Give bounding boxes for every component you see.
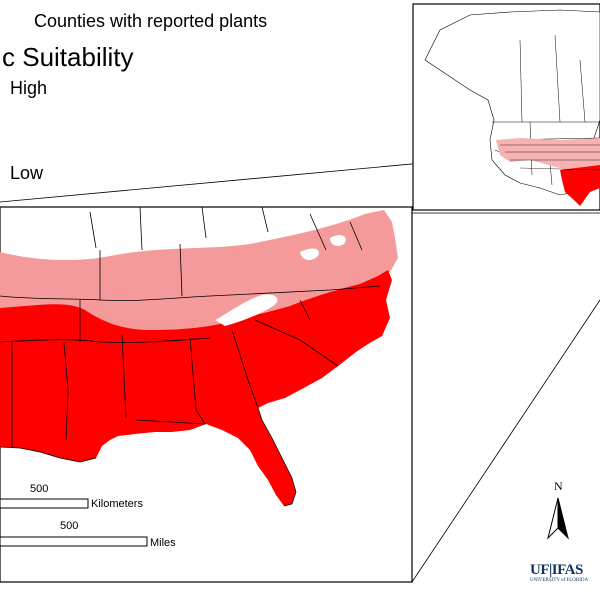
state-boundaries bbox=[0, 206, 381, 448]
coastline bbox=[0, 407, 297, 507]
scale-bar-miles bbox=[0, 536, 148, 547]
low-suitability-patch bbox=[215, 294, 278, 326]
scale-bar-km bbox=[0, 498, 89, 509]
scale-km-unit: Kilometers bbox=[91, 498, 143, 510]
logo-main-text: UF|IFAS bbox=[530, 562, 583, 578]
logo-sub-text: UNIVERSITY of FLORIDA bbox=[530, 578, 589, 583]
zoom-connector bbox=[411, 299, 600, 583]
scale-miles-value: 500 bbox=[60, 520, 79, 532]
scale-km-value: 500 bbox=[30, 483, 49, 495]
north-label: N bbox=[554, 479, 563, 493]
legend-low-label: Low bbox=[10, 163, 44, 183]
legend-counties-label: Counties with reported plants bbox=[34, 11, 268, 31]
inset-map bbox=[412, 3, 600, 211]
scale-miles-unit: Miles bbox=[150, 537, 176, 549]
north-arrow-icon bbox=[547, 497, 569, 540]
high-suitability-region bbox=[0, 270, 392, 506]
legend-title: c Suitability bbox=[2, 42, 134, 72]
legend-high-label: High bbox=[10, 78, 48, 98]
low-suitability-patch bbox=[330, 235, 346, 246]
uf-ifas-logo: UF|IFAS UNIVERSITY of FLORIDA bbox=[530, 563, 594, 584]
low-suitability-patch bbox=[300, 248, 319, 261]
